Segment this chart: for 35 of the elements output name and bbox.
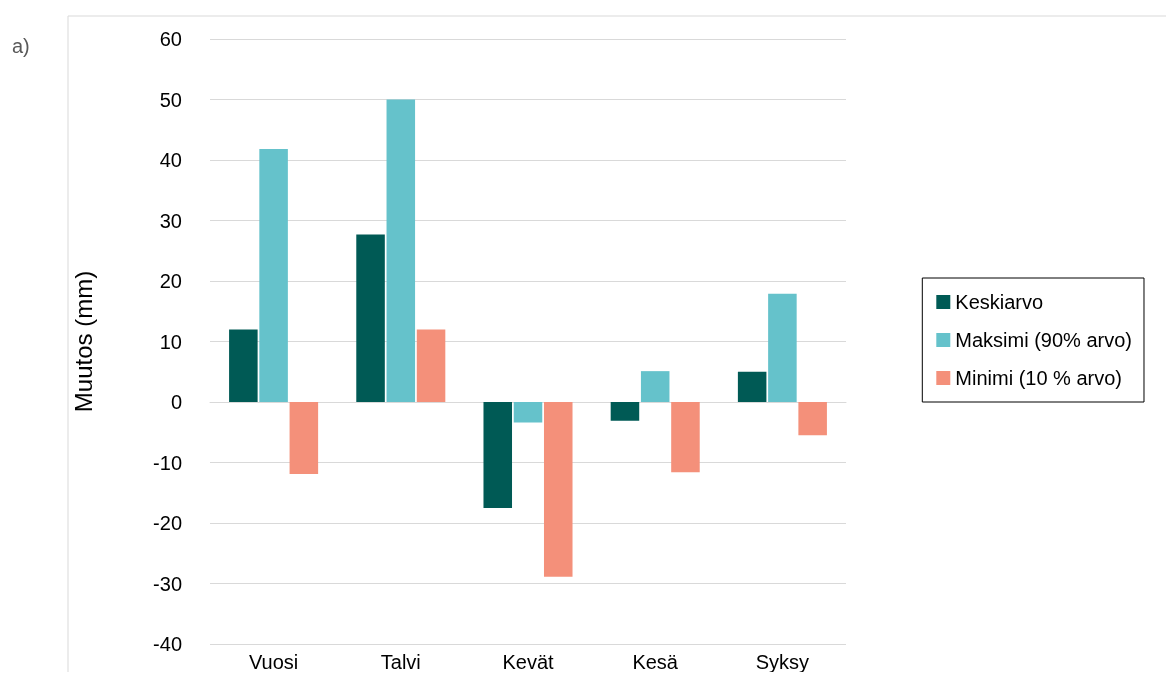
x-tick-label: Kevät [502, 651, 555, 673]
bar [386, 99, 416, 402]
bar [513, 402, 543, 423]
y-tick-label: -40 [153, 633, 182, 655]
y-tick-label: 50 [159, 88, 182, 111]
bar [671, 402, 700, 473]
bar [416, 329, 446, 402]
y-tick-label: 0 [170, 391, 182, 413]
bar [229, 329, 258, 402]
y-tick-label: -10 [153, 451, 182, 474]
bar [798, 402, 827, 436]
bar [768, 293, 797, 402]
legend-label: Maksimi (90% arvo) [955, 329, 1132, 351]
bar [259, 149, 288, 402]
bar [640, 371, 670, 402]
bar [356, 234, 385, 402]
x-tick-label: Talvi [380, 651, 421, 673]
y-tick-label: 30 [159, 209, 182, 232]
y-tick-label: 40 [159, 149, 182, 171]
y-tick-label: -20 [153, 512, 182, 534]
bar [289, 402, 319, 474]
y-tick-label: -30 [153, 572, 182, 595]
legend-label: Minimi (10 % arvo) [955, 367, 1122, 389]
text: a) [12, 35, 30, 57]
y-tick-label: 60 [159, 28, 182, 50]
y-axis-title: Muutos (mm) [69, 270, 97, 413]
x-tick-label: Vuosi [248, 651, 299, 673]
bar [610, 402, 640, 421]
y-tick-label: 10 [159, 330, 182, 353]
bar [737, 371, 767, 402]
y-tick-label: 20 [159, 270, 182, 292]
x-tick-label: Kesä [632, 651, 679, 673]
bar [543, 402, 573, 577]
legend-label: Keskiarvo [955, 291, 1044, 313]
bar [483, 402, 513, 508]
